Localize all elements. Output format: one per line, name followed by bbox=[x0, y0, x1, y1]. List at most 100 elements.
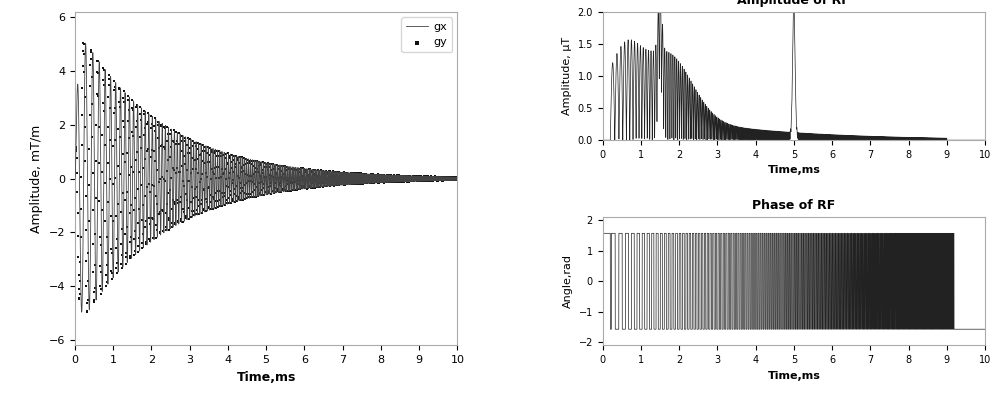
gy bbox=[258, 189, 274, 196]
gy bbox=[404, 176, 420, 182]
gy bbox=[341, 180, 357, 186]
gy bbox=[334, 181, 350, 188]
gy bbox=[178, 213, 194, 219]
gy bbox=[337, 182, 353, 188]
gy bbox=[399, 173, 415, 179]
gy bbox=[339, 181, 355, 187]
gy bbox=[197, 160, 213, 167]
gy bbox=[177, 160, 193, 167]
gy bbox=[390, 178, 406, 185]
gy bbox=[288, 187, 304, 193]
gy bbox=[261, 172, 277, 178]
gy bbox=[357, 174, 373, 180]
gy bbox=[370, 179, 386, 186]
gy bbox=[75, 47, 91, 54]
gy bbox=[349, 175, 365, 181]
gy bbox=[163, 127, 179, 133]
gy bbox=[240, 160, 256, 166]
gy bbox=[270, 175, 286, 181]
gy bbox=[311, 169, 327, 175]
gy bbox=[424, 177, 440, 184]
gy bbox=[236, 162, 252, 168]
gy bbox=[280, 188, 296, 194]
gy bbox=[447, 175, 463, 182]
gy bbox=[246, 163, 262, 169]
gy bbox=[326, 177, 342, 183]
gy bbox=[230, 156, 246, 163]
gy bbox=[144, 181, 160, 188]
gy bbox=[427, 176, 443, 183]
gy bbox=[358, 173, 374, 180]
gy bbox=[253, 160, 269, 166]
gy bbox=[133, 145, 149, 152]
gy bbox=[297, 185, 313, 192]
Title: Amplitude of RF: Amplitude of RF bbox=[737, 0, 850, 7]
gy bbox=[240, 157, 256, 163]
gy bbox=[346, 175, 362, 181]
gy bbox=[68, 144, 84, 150]
gy bbox=[439, 177, 455, 183]
gy bbox=[264, 161, 280, 167]
gy bbox=[232, 154, 248, 161]
gy bbox=[107, 105, 123, 111]
gy bbox=[401, 174, 417, 181]
gy bbox=[257, 189, 273, 195]
gy bbox=[411, 178, 427, 184]
gy bbox=[271, 189, 287, 195]
gy bbox=[425, 174, 441, 181]
gy bbox=[390, 173, 406, 179]
gy bbox=[194, 197, 210, 203]
gy bbox=[227, 186, 243, 193]
gy bbox=[83, 47, 99, 53]
gy bbox=[242, 157, 258, 164]
gy bbox=[74, 142, 90, 148]
gy bbox=[125, 133, 141, 140]
gy bbox=[159, 168, 175, 174]
gy bbox=[155, 228, 171, 234]
gy bbox=[393, 177, 409, 183]
gy bbox=[115, 95, 131, 101]
gy bbox=[77, 94, 93, 100]
gy bbox=[354, 181, 370, 187]
gy bbox=[351, 181, 367, 187]
gy bbox=[85, 241, 101, 247]
gy bbox=[446, 177, 462, 183]
gy bbox=[140, 145, 156, 152]
gy bbox=[285, 166, 301, 172]
gy bbox=[187, 157, 203, 163]
gy bbox=[391, 176, 407, 183]
gy bbox=[358, 171, 374, 177]
gy bbox=[260, 160, 276, 166]
gy bbox=[266, 182, 282, 189]
gy bbox=[275, 185, 291, 192]
gy bbox=[255, 159, 271, 165]
gy bbox=[226, 156, 242, 163]
gy bbox=[127, 195, 143, 201]
gy bbox=[137, 125, 153, 131]
gy bbox=[377, 179, 393, 185]
gy bbox=[446, 176, 462, 182]
gy bbox=[331, 174, 347, 180]
gy bbox=[147, 158, 163, 164]
gy bbox=[149, 227, 165, 233]
gy bbox=[241, 191, 257, 197]
gy bbox=[112, 171, 128, 177]
gy bbox=[280, 178, 296, 184]
gy bbox=[71, 286, 87, 293]
gy bbox=[254, 179, 270, 185]
gy bbox=[164, 224, 180, 230]
gy bbox=[365, 180, 381, 186]
gy bbox=[234, 154, 250, 160]
gy bbox=[299, 178, 315, 184]
gy bbox=[265, 161, 281, 168]
gy bbox=[137, 224, 153, 231]
gy bbox=[105, 181, 121, 187]
gy bbox=[443, 177, 459, 183]
gy bbox=[107, 137, 123, 143]
gy bbox=[67, 159, 83, 165]
gy bbox=[113, 241, 129, 247]
gy bbox=[109, 270, 125, 277]
gy bbox=[79, 307, 95, 314]
gy bbox=[381, 173, 397, 179]
gy bbox=[251, 180, 267, 187]
